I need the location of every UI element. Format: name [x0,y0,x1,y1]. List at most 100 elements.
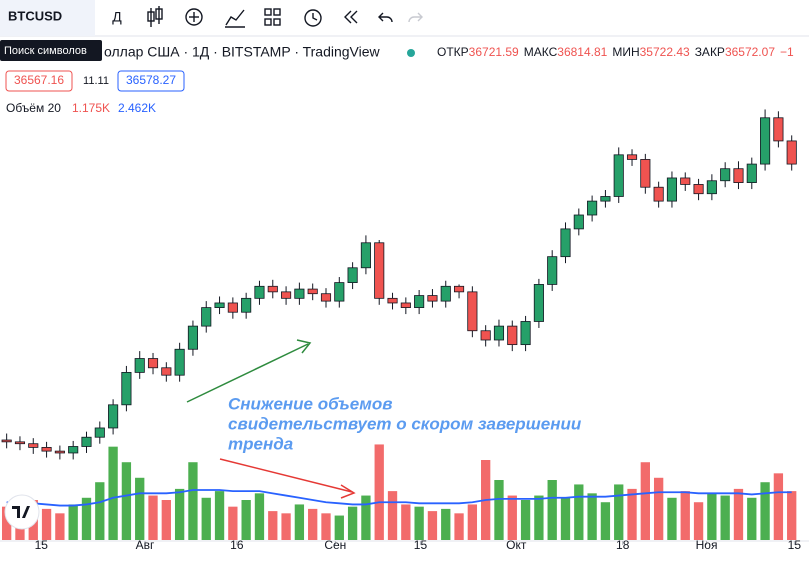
volume-bar [1,506,12,540]
interval-button[interactable]: Д [112,9,122,25]
volume-bar [41,508,52,540]
ask-price[interactable]: 36578.27 [126,73,176,87]
volume-bar [174,488,185,540]
candle-body [733,168,744,183]
volume-bar [135,477,145,540]
candle-body [746,163,757,183]
volume-bar [241,500,251,540]
redo-button[interactable] [408,12,423,23]
undo-button[interactable] [378,12,393,23]
x-tick-label: Ноя [696,538,718,552]
volume-bar [427,511,438,540]
volume-bar [201,497,211,540]
red-arrow [219,458,353,493]
volume-bar [321,513,331,540]
ohlc-change: −1 [780,45,794,59]
layout-button[interactable] [264,8,281,26]
annotation-line: Снижение объемов [228,394,392,413]
volume-bar [55,513,65,540]
logo[interactable] [4,494,40,530]
candle-body [613,154,624,197]
volume-bar [81,497,92,540]
ohlc-value: 36814.81 [557,45,607,59]
candle-body [680,177,691,185]
candle-body [214,302,225,308]
candle-body [600,196,611,202]
candle-body [227,302,238,313]
candle-body [400,302,411,308]
volume-bar [294,504,305,540]
plot-area [1,109,797,540]
bid-box[interactable] [5,70,73,92]
candle-body [626,154,638,160]
candle-body [440,285,451,302]
volume-bar [121,462,132,540]
candle-body [573,214,584,230]
volume-bar [95,482,105,540]
candle-body [493,325,505,341]
volume-bar [787,491,797,540]
volume-label: Объём 20 [6,101,61,115]
candle-body [254,285,265,299]
candle-body [94,427,105,438]
red-arrow-head [340,484,356,499]
candle-body [68,446,79,454]
volume-bar [733,488,744,540]
volume-bar [347,506,358,540]
candle-body [720,168,731,182]
volume-value: 1.175K [72,101,110,115]
chart-type-button[interactable] [147,6,163,27]
volume-ma-value: 2.462K [118,101,156,115]
volume-bar [148,495,158,540]
templates-button[interactable] [225,9,245,28]
volume-bar [547,480,557,540]
volume-bar [268,511,278,540]
candle-body [693,184,704,195]
volume-bar [534,495,544,540]
candle-body [241,297,252,313]
candle-body [1,439,12,443]
volume-bar [441,508,451,540]
volume-bar [188,462,198,540]
volume-bar [361,495,371,540]
ohlc-label: МАКС [524,45,558,59]
volume-bar [68,504,78,540]
candle-body [161,367,172,376]
green-arrow-head [296,339,312,354]
candle-body [640,159,651,188]
x-tick-label: 15 [414,538,428,552]
volume-bar [773,473,784,540]
candle-body [187,325,198,350]
candle-body [760,117,771,165]
candle-body [54,450,65,454]
candle-body [134,358,145,373]
candle-body [28,443,39,448]
symbol[interactable]: BTCUSD [8,8,62,23]
replay-button[interactable] [344,10,358,24]
ohlc-value: 35722.43 [640,45,690,59]
volume-bar [600,502,611,540]
candle-body [320,293,332,302]
spread: 11.11 [83,75,109,87]
volume-bar [640,462,650,540]
x-tick-label: Сен [324,538,346,552]
volume-bar [614,484,624,540]
bid-price[interactable]: 36567.16 [14,73,64,87]
indicators-button[interactable] [185,8,203,26]
x-tick-label: 18 [616,538,630,552]
logo-mark [12,506,30,518]
ask-box[interactable] [117,70,185,92]
volume-bar [254,493,265,540]
ohlc-label: МИН [612,45,639,59]
alert-button[interactable] [304,9,322,27]
candle-body [108,404,119,429]
symbol-button[interactable] [0,0,95,36]
ohlc-value: 36572.07 [725,45,775,59]
volume-bar [560,497,571,540]
tooltip: Поиск символов [4,45,87,57]
candle-body [427,295,438,302]
candle-body [560,228,571,258]
volume-bar [627,488,637,540]
